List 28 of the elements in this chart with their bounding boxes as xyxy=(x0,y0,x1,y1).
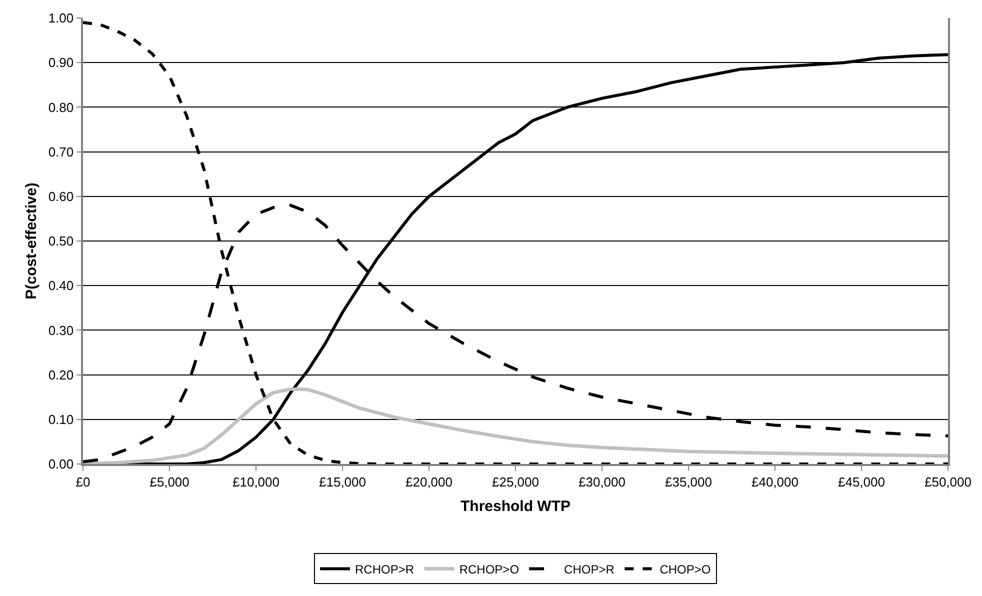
y-tick-label: 0.50 xyxy=(48,234,74,249)
x-tick-label: £10,000 xyxy=(232,474,280,490)
x-tick-label: £15,000 xyxy=(319,474,366,490)
y-axis-title: P(cost-effective) xyxy=(23,182,40,300)
x-tick-label: £30,000 xyxy=(578,474,626,490)
x-axis-title: Threshold WTP xyxy=(460,498,570,515)
y-tick-label: 0.40 xyxy=(48,278,74,294)
legend-label: RCHOP>R xyxy=(355,562,414,576)
x-tick-label: £45,000 xyxy=(838,474,885,490)
legend-label: CHOP>O xyxy=(660,562,711,576)
x-tick-label: £20,000 xyxy=(406,474,452,490)
legend-label: CHOP>R xyxy=(564,562,615,576)
y-tick-label: 0.10 xyxy=(48,412,74,427)
x-tick-label: £40,000 xyxy=(752,474,798,490)
x-tick-label: £50,000 xyxy=(924,474,972,490)
y-tick-label: 0.30 xyxy=(48,322,74,338)
x-tick-label: £35,000 xyxy=(665,474,712,490)
x-tick-label: £0 xyxy=(76,474,90,490)
y-tick-label: 0.20 xyxy=(48,367,74,382)
y-tick-label: 1.00 xyxy=(48,10,74,26)
x-tick-label: £25,000 xyxy=(492,474,539,490)
x-tick-label: £5,000 xyxy=(150,474,190,490)
y-tick-label: 0.80 xyxy=(48,100,74,115)
y-tick-label: 0.90 xyxy=(48,55,74,70)
y-tick-label: 0.60 xyxy=(48,188,74,204)
y-tick-label: 0.70 xyxy=(48,144,74,160)
y-tick-label: 0.00 xyxy=(48,456,74,472)
legend-label: RCHOP>O xyxy=(459,562,520,576)
